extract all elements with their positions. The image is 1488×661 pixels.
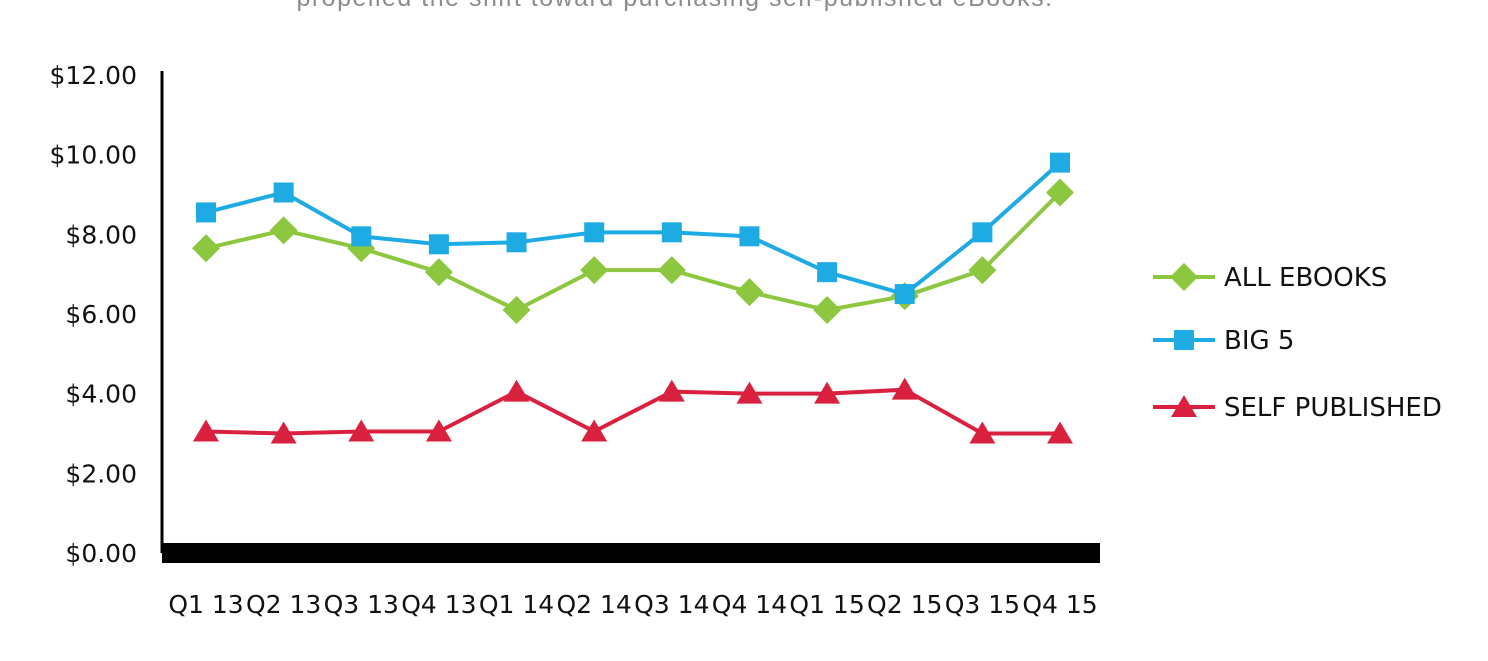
data-point-diamond xyxy=(735,278,764,307)
x-tick-label: Q3 15 xyxy=(945,590,1020,619)
data-point-triangle xyxy=(891,377,918,400)
data-point-triangle xyxy=(270,421,297,444)
x-tick-label: Q2 15 xyxy=(867,590,942,619)
data-point-diamond xyxy=(580,256,609,285)
data-point-diamond xyxy=(657,256,686,285)
data-point-square xyxy=(739,226,760,247)
data-point-square xyxy=(428,234,449,255)
legend-item: ALL EBOOKS xyxy=(1153,263,1387,293)
legend-item: BIG 5 xyxy=(1153,326,1294,356)
x-tick-label: Q1 14 xyxy=(479,590,554,619)
data-point-triangle xyxy=(969,421,996,444)
y-tick-label: $10.00 xyxy=(50,141,137,170)
series-all-ebooks xyxy=(192,178,1074,325)
data-point-square xyxy=(894,284,915,305)
data-point-square xyxy=(584,222,605,243)
y-tick-label: $12.00 xyxy=(50,61,137,90)
x-tick-label: Q2 14 xyxy=(557,590,632,619)
data-point-diamond xyxy=(1170,263,1198,291)
series-line xyxy=(205,191,1062,313)
data-point-square xyxy=(351,226,372,247)
legend-label: SELF PUBLISHED xyxy=(1224,393,1442,423)
data-point-square xyxy=(817,262,838,283)
x-tick-label: Q3 13 xyxy=(324,590,399,619)
x-axis-bar xyxy=(162,543,1100,563)
data-point-diamond xyxy=(502,296,531,325)
data-point-square xyxy=(1174,330,1194,350)
x-tick-label: Q4 13 xyxy=(401,590,476,619)
x-tick-label: Q1 13 xyxy=(168,590,243,619)
data-point-triangle xyxy=(503,379,530,402)
y-tick-label: $6.00 xyxy=(65,300,137,329)
y-tick-label: $0.00 xyxy=(65,539,137,568)
series-layer xyxy=(192,152,1074,444)
data-point-diamond xyxy=(968,256,997,285)
x-tick-label: Q1 15 xyxy=(789,590,864,619)
data-point-diamond xyxy=(1046,178,1074,207)
y-tick-label: $4.00 xyxy=(65,380,137,409)
x-tick-label: Q4 14 xyxy=(712,590,787,619)
data-point-triangle xyxy=(658,379,685,402)
legend: ALL EBOOKS BIG 5 SELF PUBLISHED xyxy=(1153,263,1442,423)
series-big-5 xyxy=(196,152,1070,305)
x-tick-label: Q4 15 xyxy=(1022,590,1097,619)
x-tick-label: Q2 13 xyxy=(246,590,321,619)
legend-item: SELF PUBLISHED xyxy=(1153,393,1442,423)
data-point-square xyxy=(1050,152,1070,173)
y-tick-label: $8.00 xyxy=(65,220,137,249)
data-point-triangle xyxy=(1171,395,1197,417)
y-tick-label: $2.00 xyxy=(65,459,137,488)
data-point-square xyxy=(972,222,993,243)
data-point-triangle xyxy=(814,381,841,404)
data-point-triangle xyxy=(425,419,452,442)
data-point-square xyxy=(506,232,527,253)
caption-text: propelled the shift toward purchasing se… xyxy=(0,0,1350,13)
data-point-triangle xyxy=(581,419,608,442)
data-point-triangle xyxy=(193,419,219,442)
axes: $0.00 $2.00 $4.00 $6.00 $8.00 $10.00 $12.00 Q1 … xyxy=(50,61,1100,619)
data-point-square xyxy=(661,222,682,243)
x-tick-label: Q3 14 xyxy=(634,590,709,619)
data-point-diamond xyxy=(424,258,453,287)
data-point-diamond xyxy=(269,216,298,245)
data-point-triangle xyxy=(736,381,763,404)
series-self-published xyxy=(193,377,1073,444)
data-point-triangle xyxy=(1047,421,1073,444)
series-line xyxy=(205,387,1060,436)
legend-label: ALL EBOOKS xyxy=(1224,263,1387,293)
data-point-diamond xyxy=(813,296,842,325)
series-line xyxy=(205,161,1062,297)
data-point-triangle xyxy=(348,419,375,442)
legend-label: BIG 5 xyxy=(1224,326,1294,356)
data-point-diamond xyxy=(192,234,220,263)
data-point-square xyxy=(196,202,216,223)
data-point-square xyxy=(273,182,294,203)
